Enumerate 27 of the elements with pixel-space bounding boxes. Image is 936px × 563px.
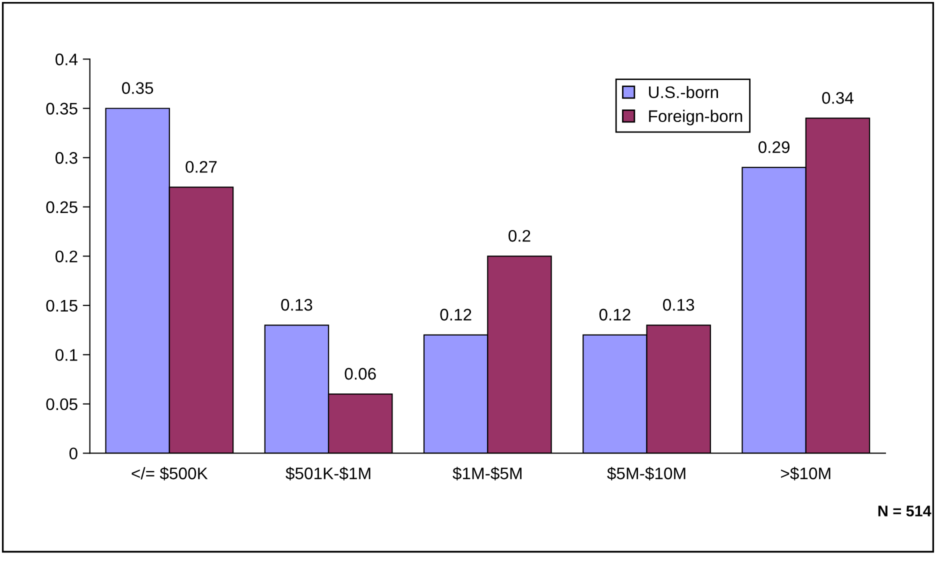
data-label: 0.12 [599, 308, 630, 321]
data-label: 0.12 [440, 308, 472, 321]
data-label: 0.13 [663, 298, 694, 311]
y-tick-label: 0.2 [56, 250, 78, 262]
x-tick-label: $501K-$1M [286, 466, 370, 480]
x-tick-label: </= $500K [132, 466, 208, 480]
legend-label: U.S.-born [649, 86, 718, 98]
y-tick-label: 0.25 [46, 201, 78, 214]
data-label: 0.13 [281, 298, 312, 311]
x-tick-label: >$10M [781, 466, 830, 480]
text: N = 514 [878, 506, 932, 516]
x-tick-label: $1M-$5M [452, 466, 522, 480]
y-tick-label: 0.1 [56, 349, 78, 361]
y-tick-label: 0.4 [56, 54, 78, 66]
legend-label: Foreign-born [649, 110, 742, 126]
y-tick-label: 0.05 [46, 398, 78, 410]
data-label: 0.2 [508, 230, 530, 242]
y-tick-label: 0.3 [56, 152, 78, 164]
data-label: 0.29 [758, 141, 790, 154]
data-label: 0.06 [344, 368, 376, 380]
y-tick-label: 0.35 [46, 102, 78, 115]
data-label: 0.35 [122, 82, 154, 94]
y-tick-label: 0 [69, 448, 78, 460]
data-label: 0.27 [186, 160, 217, 173]
data-label: 0.34 [822, 92, 854, 104]
y-tick-label: 0.15 [46, 300, 78, 312]
x-tick-label: $5M-$10M [607, 466, 686, 480]
